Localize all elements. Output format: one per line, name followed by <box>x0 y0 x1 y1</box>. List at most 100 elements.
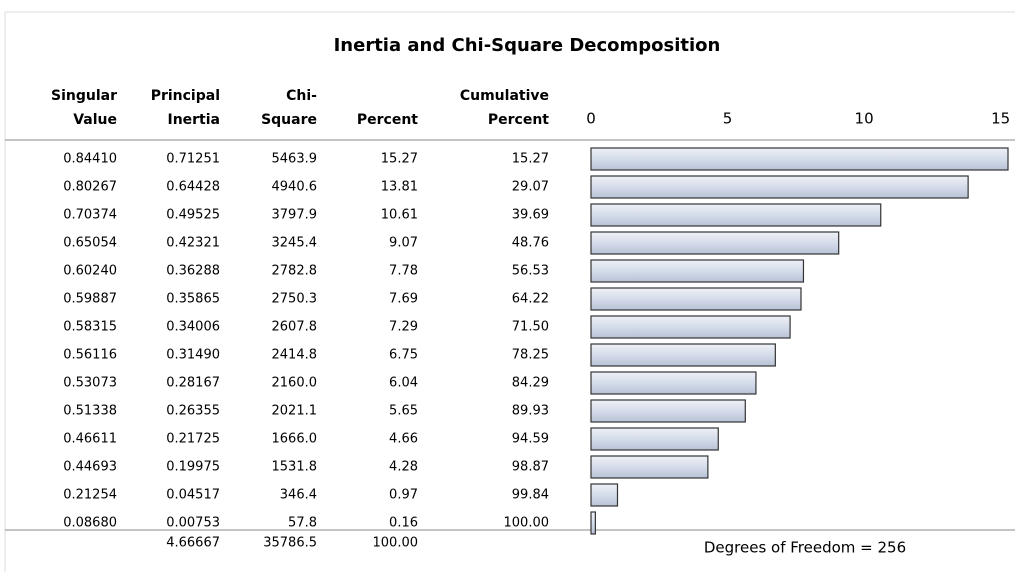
bar <box>590 175 969 199</box>
cell: 64.22 <box>512 292 549 307</box>
cell: 0.49525 <box>166 208 220 223</box>
cell: 0.00753 <box>166 516 220 531</box>
cell: 94.59 <box>512 432 549 447</box>
cell: 99.84 <box>512 488 549 503</box>
bar <box>590 371 757 395</box>
cell: 71.50 <box>512 320 549 335</box>
cell: 84.29 <box>512 376 549 391</box>
cell: 0.21254 <box>63 488 117 503</box>
percent-cell: 5.65 <box>389 404 418 419</box>
cell: 3245.4 <box>272 236 318 251</box>
cell: 3797.9 <box>272 208 318 223</box>
column-header: Principal <box>151 88 220 104</box>
cell: 0.26355 <box>166 404 220 419</box>
cell: 56.53 <box>512 264 549 279</box>
column-header: Percent <box>357 112 418 128</box>
x-tick-label: 15 <box>991 110 1010 128</box>
bar <box>590 147 1009 171</box>
total-cell: 4.66667 <box>166 536 220 551</box>
title: Inertia and Chi-Square Decomposition <box>334 35 721 56</box>
cell: 0.84410 <box>63 152 117 167</box>
x-tick-label: 5 <box>723 110 733 128</box>
bar <box>590 287 802 311</box>
bar <box>590 511 596 535</box>
cell: 0.36288 <box>166 264 220 279</box>
x-tick-label: 0 <box>586 110 596 128</box>
cell: 0.44693 <box>63 460 117 475</box>
cell: 48.76 <box>512 236 549 251</box>
cell: 1531.8 <box>272 460 318 475</box>
cell: 0.08680 <box>63 516 117 531</box>
percent-cell: 15.27 <box>381 152 418 167</box>
cell: 15.27 <box>512 152 549 167</box>
bar <box>590 203 882 227</box>
bar <box>590 427 719 451</box>
cell: 0.35865 <box>166 292 220 307</box>
cell: 89.93 <box>512 404 549 419</box>
bar <box>590 231 840 255</box>
percent-cell: 7.29 <box>389 320 418 335</box>
percent-cell: 9.07 <box>389 236 418 251</box>
cell: 5463.9 <box>272 152 318 167</box>
bar <box>590 343 776 367</box>
cell: 78.25 <box>512 348 549 363</box>
percent-cell: 10.61 <box>381 208 418 223</box>
cell: 0.58315 <box>63 320 117 335</box>
cell: 2607.8 <box>272 320 318 335</box>
cell: 0.21725 <box>166 432 220 447</box>
cell: 0.64428 <box>166 180 220 195</box>
percent-cell: 6.75 <box>389 348 418 363</box>
percent-cell: 4.66 <box>389 432 418 447</box>
bar <box>590 259 805 283</box>
cell: 0.56116 <box>63 348 117 363</box>
percent-cell: 0.16 <box>389 516 418 531</box>
x-tick-label: 10 <box>855 110 874 128</box>
cell: 0.65054 <box>63 236 117 251</box>
cell: 0.04517 <box>166 488 220 503</box>
cell: 2750.3 <box>272 292 318 307</box>
cell: 98.87 <box>512 460 549 475</box>
column-header: Cumulative <box>460 88 549 104</box>
total-cell: 35786.5 <box>263 536 317 551</box>
percent-cell: 0.97 <box>389 488 418 503</box>
cell: 0.31490 <box>166 348 220 363</box>
percent-cell: 7.78 <box>389 264 418 279</box>
cell: 0.59887 <box>63 292 117 307</box>
cell: 0.28167 <box>166 376 220 391</box>
cell: 0.53073 <box>63 376 117 391</box>
column-header: Square <box>261 112 317 128</box>
cell: 346.4 <box>280 488 317 503</box>
cell: 29.07 <box>512 180 549 195</box>
cell: 0.51338 <box>63 404 117 419</box>
cell: 0.34006 <box>166 320 220 335</box>
cell: 57.8 <box>288 516 317 531</box>
percent-cell: 7.69 <box>389 292 418 307</box>
cell: 2782.8 <box>272 264 318 279</box>
percent-cell: 6.04 <box>389 376 418 391</box>
note: Degrees of Freedom = 256 <box>704 539 906 557</box>
cell: 0.46611 <box>63 432 117 447</box>
cell: 0.19975 <box>166 460 220 475</box>
column-header: Singular <box>51 88 117 104</box>
bar <box>590 399 746 423</box>
percent-cell: 13.81 <box>381 180 418 195</box>
cell: 0.71251 <box>166 152 220 167</box>
cell: 0.42321 <box>166 236 220 251</box>
percent-cell: 4.28 <box>389 460 418 475</box>
cell: 2021.1 <box>272 404 318 419</box>
cell: 0.80267 <box>63 180 117 195</box>
cell: 2160.0 <box>272 376 318 391</box>
cell: 0.70374 <box>63 208 117 223</box>
column-header: Value <box>73 112 117 128</box>
cell: 39.69 <box>512 208 549 223</box>
column-header: Inertia <box>167 112 220 128</box>
bar <box>590 315 791 339</box>
cell: 2414.8 <box>272 348 318 363</box>
bar <box>590 455 709 479</box>
bar <box>590 483 619 507</box>
total-cell: 100.00 <box>373 536 419 551</box>
cell: 0.60240 <box>63 264 117 279</box>
column-header: Chi- <box>286 88 317 104</box>
cell: 100.00 <box>504 516 550 531</box>
